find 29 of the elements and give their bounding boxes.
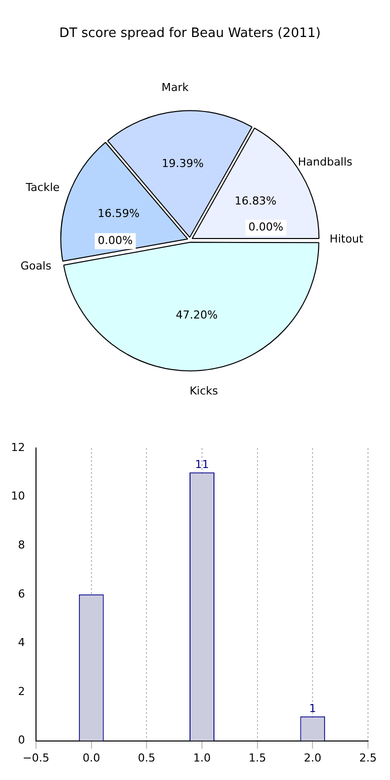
y-tick-label: 2 [18, 684, 25, 698]
y-tick-label: 0 [18, 734, 25, 747]
text: 0.00% [248, 220, 284, 234]
x-tick-label: −0.5 [22, 751, 50, 764]
category-label: Hitout [330, 232, 364, 246]
chart-title: DT score spread for Beau Waters (2011) [59, 26, 321, 42]
x-tick-label: 2.5 [359, 751, 377, 764]
x-tick-label: 0.0 [82, 751, 100, 764]
y-tick-label: 10 [10, 490, 25, 503]
data-label: 16.83% [234, 194, 277, 208]
data-label: 11 [195, 458, 209, 471]
y-tick-label: 12 [10, 440, 25, 454]
y-tick-label: 8 [18, 538, 25, 552]
x-tick-label: 1.0 [193, 751, 211, 764]
data-label: 16.59% [98, 206, 140, 220]
x-tick-label: 1.5 [248, 751, 266, 764]
data-label: 1 [309, 702, 316, 715]
data-label: 47.20% [176, 308, 218, 322]
y-tick-label: 4 [18, 636, 25, 650]
data-label: 19.39% [162, 157, 204, 170]
text: 0.00% [98, 234, 133, 247]
slice-label: Tackle [24, 181, 60, 194]
x-tick-label: 2.0 [304, 751, 322, 764]
x-tick-label: 0.5 [138, 751, 156, 764]
slice-label: Handballs [298, 156, 353, 169]
category-label: Goals [20, 259, 52, 272]
slice-label: Mark [161, 80, 190, 94]
y-tick-label: 6 [18, 587, 25, 600]
slice-label: Kicks [190, 384, 218, 398]
